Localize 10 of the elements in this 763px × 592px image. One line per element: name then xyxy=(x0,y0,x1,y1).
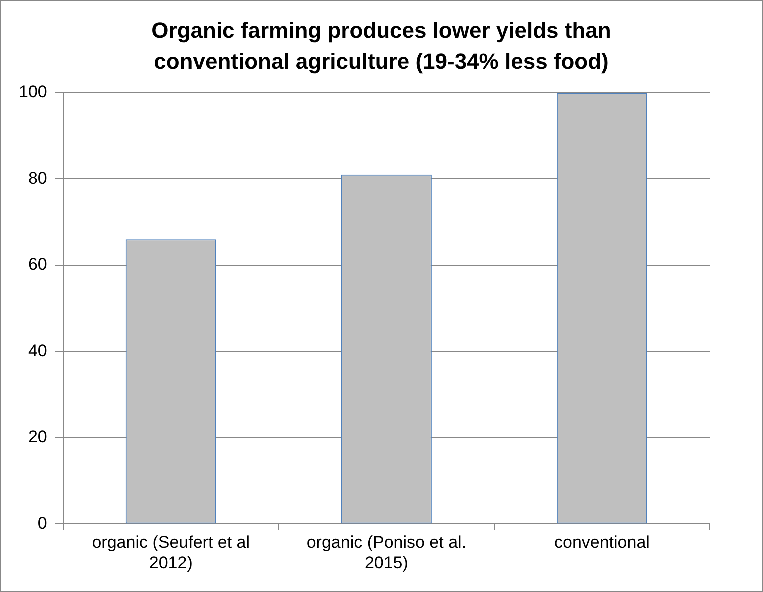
y-tick-label: 60 xyxy=(28,255,48,274)
chart-title: Organic farming produces lower yields than conventional agriculture (19-34% less food) xyxy=(150,17,612,76)
x-tick-label: organic (Poniso et al. 2015) xyxy=(306,533,467,572)
x-tick-label: organic (Seufert et al 2012) xyxy=(92,533,250,572)
y-tick-label: 100 xyxy=(18,82,48,102)
x-tick-label: conventional xyxy=(554,533,650,552)
y-tick-label: 40 xyxy=(28,341,48,360)
y-tick-label: 0 xyxy=(38,514,48,533)
y-tick-label: 80 xyxy=(28,168,48,188)
y-tick-label: 20 xyxy=(28,428,48,447)
